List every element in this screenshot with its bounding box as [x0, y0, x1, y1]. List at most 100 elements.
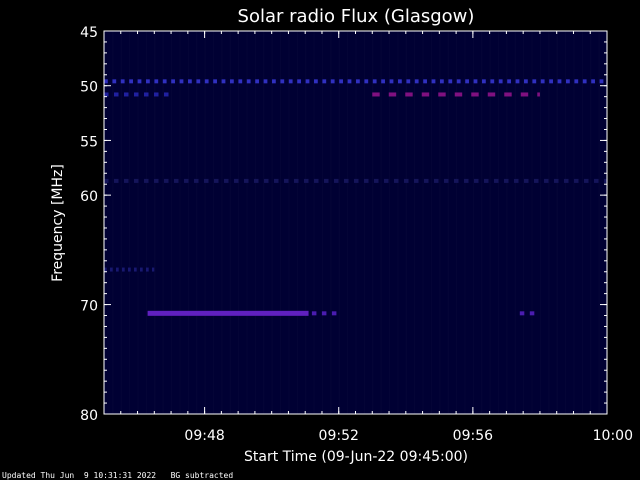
noise-column: [112, 31, 114, 414]
emission-segment: [324, 178, 329, 183]
emission-segment: [128, 267, 131, 272]
emission-segment: [246, 79, 251, 84]
emission-segment: [484, 178, 489, 183]
x-tick-label: 09:56: [453, 428, 493, 444]
emission-segment: [537, 92, 540, 97]
emission-segment: [331, 311, 337, 316]
emission-segment: [129, 79, 133, 84]
emission-segment: [424, 178, 429, 183]
noise-column: [305, 31, 307, 414]
noise-column: [556, 31, 558, 414]
noise-column: [447, 31, 449, 414]
noise-column: [347, 31, 349, 414]
emission-segment: [140, 267, 143, 272]
emission-segment: [454, 178, 459, 183]
emission-segment: [464, 178, 469, 183]
emission-segment: [494, 178, 499, 183]
emission-segment: [174, 178, 179, 183]
emission-segment: [152, 267, 155, 272]
emission-segment: [204, 79, 209, 84]
noise-column: [221, 31, 223, 414]
emission-segment: [524, 178, 529, 183]
x-axis-label: Start Time (09-Jun-22 09:45:00): [244, 449, 468, 465]
emission-segment: [188, 79, 192, 84]
emission-segment: [254, 178, 259, 183]
emission-segment: [154, 178, 159, 183]
emission-segment: [194, 178, 199, 183]
emission-segment: [372, 92, 380, 97]
noise-column: [187, 31, 189, 414]
emission-segment: [322, 79, 327, 84]
noise-column: [280, 31, 282, 414]
emission-segment: [566, 79, 570, 84]
noise-column: [581, 31, 583, 414]
emission-segment: [544, 178, 549, 183]
emission-segment: [213, 79, 217, 84]
y-tick-label: 45: [80, 25, 98, 41]
noise-column: [598, 31, 600, 414]
emission-segment: [134, 92, 139, 97]
noise-column: [439, 31, 441, 414]
noise-column: [246, 31, 248, 414]
noise-column: [338, 31, 340, 414]
emission-segment: [421, 92, 430, 97]
emission-segment: [122, 267, 125, 272]
noise-column: [196, 31, 198, 414]
emission-segment: [339, 79, 343, 84]
emission-segment: [414, 79, 419, 84]
emission-segment: [124, 178, 129, 183]
noise-column: [263, 31, 265, 414]
emission-segment: [124, 92, 129, 97]
emission-segment: [519, 311, 525, 316]
emission-segment: [196, 79, 201, 84]
emission-segment: [515, 79, 520, 84]
emission-segment: [284, 178, 289, 183]
noise-column: [489, 31, 491, 414]
emission-segment: [440, 79, 444, 84]
emission-segment: [134, 267, 137, 272]
emission-segment: [114, 92, 119, 97]
axes: 45 50 55 60 70 80 09:48 09:52 09:56 10:00: [80, 25, 633, 444]
emission-segment: [221, 79, 226, 84]
emission-segment: [473, 79, 478, 84]
noise-column: [548, 31, 550, 414]
emission-segment: [540, 79, 545, 84]
emission-segment: [444, 178, 449, 183]
emission-segment: [184, 178, 189, 183]
emission-segment: [374, 178, 379, 183]
emission-segment: [394, 178, 399, 183]
emission-segment: [134, 178, 139, 183]
noise-column: [145, 31, 147, 414]
y-tick-label: 50: [80, 80, 98, 96]
emission-segment: [584, 178, 589, 183]
emission-segment: [507, 79, 511, 84]
noise-column: [430, 31, 432, 414]
emission-segment: [504, 92, 512, 97]
emission-segment: [104, 79, 108, 84]
noise-column: [397, 31, 399, 414]
noise-column: [414, 31, 416, 414]
noise-column: [179, 31, 181, 414]
noise-column: [472, 31, 474, 414]
emission-segment: [364, 79, 369, 84]
noise-column: [380, 31, 382, 414]
emission-segment: [465, 79, 469, 84]
emission-segment: [162, 79, 167, 84]
y-tick-label: 55: [80, 134, 98, 150]
emission-segment: [482, 79, 486, 84]
emission-segment: [487, 92, 496, 97]
emission-segment: [154, 79, 159, 84]
emission-segment: [356, 79, 360, 84]
emission-segment: [574, 79, 579, 84]
noise-column: [212, 31, 214, 414]
emission-segment: [514, 178, 519, 183]
emission-segment: [434, 178, 439, 183]
emission-segment: [304, 178, 309, 183]
noise-column: [296, 31, 298, 414]
noise-column: [254, 31, 256, 414]
emission-segment: [404, 178, 409, 183]
emission-segment: [448, 79, 453, 84]
emission-segment: [388, 92, 397, 97]
